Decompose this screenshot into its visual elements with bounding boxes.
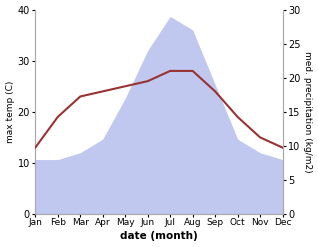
Y-axis label: max temp (C): max temp (C): [5, 81, 15, 143]
Y-axis label: med. precipitation (kg/m2): med. precipitation (kg/m2): [303, 51, 313, 173]
X-axis label: date (month): date (month): [120, 231, 198, 242]
